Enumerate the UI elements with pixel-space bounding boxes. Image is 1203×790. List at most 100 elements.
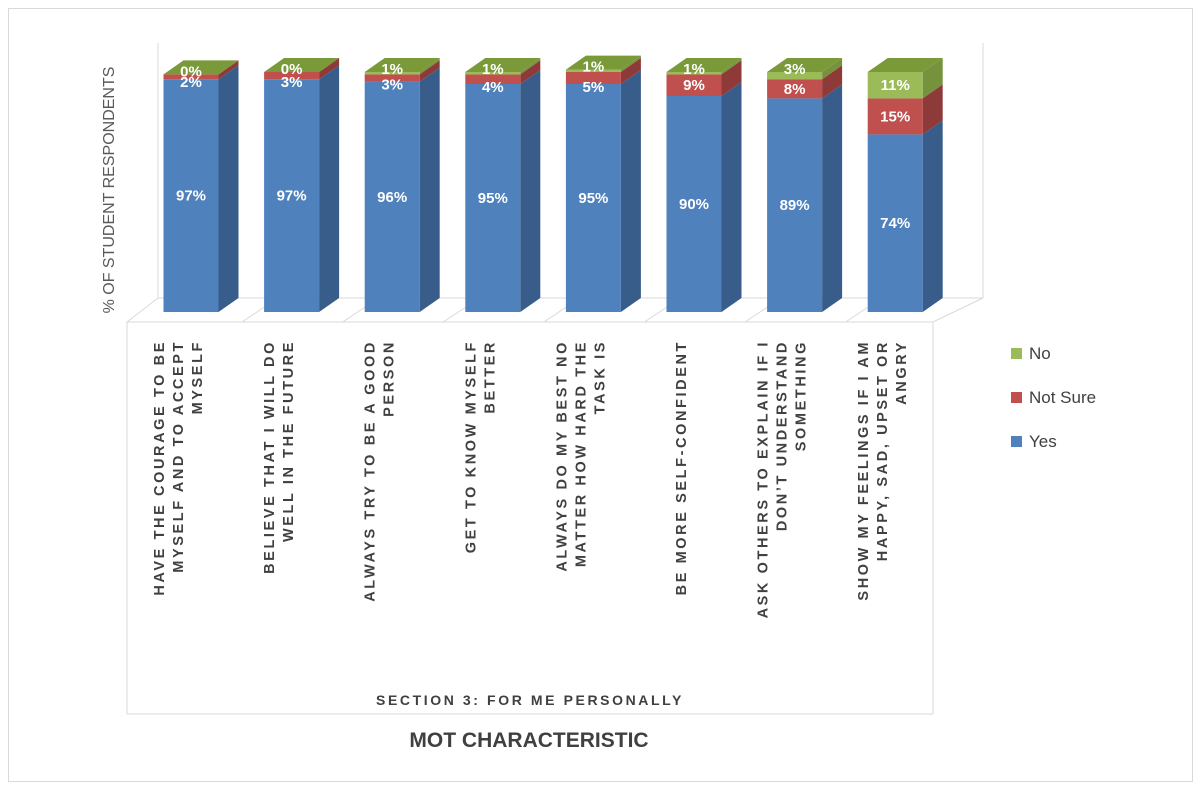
data-label-no: 3% xyxy=(784,61,806,78)
floor xyxy=(125,297,984,323)
bar-side-face xyxy=(620,70,641,312)
bar-segment-yes xyxy=(364,67,440,312)
bar-side-face xyxy=(922,120,943,313)
bar-front-face xyxy=(767,79,823,99)
category-label: ALWAYS TRY TO BE A GOOD PERSON xyxy=(363,340,398,602)
bar-segment-yes xyxy=(767,84,843,313)
category-label-line: SHOW MY FEELINGS IF I AM xyxy=(856,340,872,601)
legend: No Not Sure Yes xyxy=(1011,344,1096,451)
bar-segment-yes xyxy=(565,70,641,312)
bar-side-face xyxy=(419,58,440,75)
bar-front-face xyxy=(264,79,320,312)
bar-front-face xyxy=(364,74,420,82)
category-label-line: BETTER xyxy=(482,340,498,414)
data-label-not-sure: 3% xyxy=(281,74,303,91)
category-label: GET TO KNOW MYSELF BETTER xyxy=(463,340,498,553)
bar-segment-not-sure xyxy=(767,65,843,99)
category-label: SHOW MY FEELINGS IF I AM HAPPY, SAD, UPSE… xyxy=(856,340,910,601)
bar-side-face xyxy=(218,65,239,312)
bar-side-face xyxy=(419,67,440,312)
bar-front-face xyxy=(364,72,420,75)
bar-side-face xyxy=(822,84,843,313)
legend-item-no: No xyxy=(1011,344,1051,363)
data-label-not-sure: 2% xyxy=(180,74,202,91)
data-label-yes: 97% xyxy=(277,188,307,205)
legend-label: No xyxy=(1029,344,1051,363)
bar-segment-yes xyxy=(264,65,340,312)
bar-segment-no xyxy=(867,58,943,99)
bar-top-face xyxy=(867,58,943,72)
legend-label: Yes xyxy=(1029,432,1057,451)
bar-top-face xyxy=(163,60,239,75)
category-label-line: MYSELF AND TO ACCEPT xyxy=(171,340,187,573)
legend-item-not-sure: Not Sure xyxy=(1011,388,1096,407)
category-label: BELIEVE THAT I WILL DO WELL IN THE FUTURE xyxy=(262,340,297,574)
bar-side-face xyxy=(620,58,641,84)
data-label-yes: 96% xyxy=(377,189,407,206)
category-label-line: DON’T UNDERSTAND xyxy=(775,340,791,531)
category-label-line: BELIEVE THAT I WILL DO xyxy=(262,340,278,574)
data-label-yes: 97% xyxy=(176,188,206,205)
bar-side-face xyxy=(721,60,742,96)
category-label-line: MATTER HOW HARD THE xyxy=(573,340,589,567)
data-label-no: 0% xyxy=(180,63,202,80)
bar-segment-yes xyxy=(163,65,239,312)
bar-front-face xyxy=(867,134,923,312)
bar-front-face xyxy=(264,72,320,80)
category-label-line: SOMETHING xyxy=(794,340,810,451)
bar-side-face xyxy=(520,60,541,84)
category-label-line: GET TO KNOW MYSELF xyxy=(463,340,479,553)
bar-front-face xyxy=(163,74,219,80)
bar-front-face xyxy=(364,81,420,312)
data-label-no: 11% xyxy=(881,77,910,94)
category-label: ASK OTHERS TO EXPLAIN IF I DON’T UNDERSTA… xyxy=(756,340,810,618)
bar-side-face xyxy=(520,58,541,75)
bar-segment-yes xyxy=(465,70,541,312)
category-label-line: TASK IS xyxy=(592,340,608,414)
category-label-line: ALWAYS TRY TO BE A GOOD xyxy=(363,340,379,602)
bar-front-face xyxy=(767,72,823,80)
data-label-no: 1% xyxy=(683,61,705,78)
bar-side-face xyxy=(822,58,843,80)
bar-segment-not-sure xyxy=(666,60,742,96)
x-axis-title: MOT CHARACTERISTIC xyxy=(409,729,648,752)
data-labels-layer: 97%2%0%97%3%0%96%3%1%95%4%1%95%5%1%90%9%… xyxy=(176,59,910,233)
category-labels-layer: HAVE THE COURAGE TO BE MYSELF AND TO ACCE… xyxy=(152,340,910,618)
category-label-line: PERSON xyxy=(382,340,398,417)
data-label-no: 1% xyxy=(482,61,504,78)
category-label-line: HAVE THE COURAGE TO BE xyxy=(152,340,168,596)
bar-top-face xyxy=(565,55,641,70)
bar-side-face xyxy=(822,65,843,99)
bar-side-face xyxy=(319,65,340,312)
data-label-not-sure: 8% xyxy=(784,81,806,98)
category-group-label: SECTION 3: FOR ME PERSONALLY xyxy=(376,692,684,708)
bar-segment-not-sure xyxy=(465,60,541,84)
chart-frame xyxy=(8,8,1193,782)
category-label: HAVE THE COURAGE TO BE MYSELF AND TO ACCE… xyxy=(152,340,206,596)
category-label: ALWAYS DO MY BEST NO MATTER HOW HARD THE T… xyxy=(554,340,608,572)
bar-top-face xyxy=(666,58,742,72)
bar-segment-no xyxy=(767,58,843,80)
category-label-line: HAPPY, SAD, UPSET OR xyxy=(875,340,891,561)
bar-side-face xyxy=(721,58,742,75)
bar-front-face xyxy=(666,74,722,96)
category-label-line: ASK OTHERS TO EXPLAIN IF I xyxy=(756,340,772,618)
category-label-line: ANGRY xyxy=(894,340,910,405)
bar-front-face xyxy=(666,72,722,75)
bar-segment-no xyxy=(465,58,541,75)
bar-side-face xyxy=(218,60,239,80)
data-label-not-sure: 3% xyxy=(381,77,403,94)
bar-side-face xyxy=(419,60,440,82)
data-label-no: 1% xyxy=(583,59,605,76)
data-label-not-sure: 9% xyxy=(683,77,705,94)
legend-swatch xyxy=(1011,436,1022,447)
legend-swatch xyxy=(1011,348,1022,359)
bar-side-face xyxy=(620,55,641,72)
bar-front-face xyxy=(767,98,823,313)
data-label-yes: 74% xyxy=(880,215,910,232)
data-label-yes: 95% xyxy=(578,190,608,207)
bar-segment-no xyxy=(163,60,239,75)
bar-side-face xyxy=(721,82,742,312)
bar-front-face xyxy=(867,72,923,99)
